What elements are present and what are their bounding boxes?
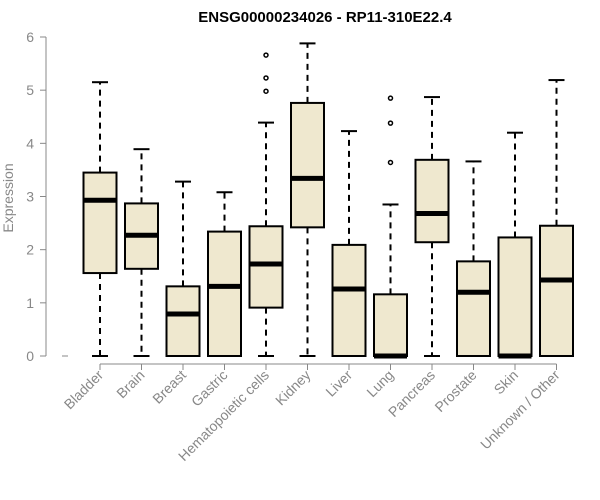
outlier-point	[387, 95, 394, 101]
box-breast	[165, 180, 201, 357]
box-pancreas	[414, 96, 450, 357]
x-tick-label: Skin	[491, 367, 522, 398]
x-tick-label: Bladder	[61, 367, 107, 413]
box-hematopoietic-cells	[248, 52, 284, 357]
y-tick-label: 4	[26, 135, 34, 151]
box-iqr	[539, 224, 574, 357]
x-tick-label: Brain	[113, 367, 147, 401]
y-tick-label: 3	[26, 189, 34, 205]
box-liver	[331, 130, 367, 357]
box-unknown-other	[539, 79, 574, 357]
x-tick-label: Prostate	[431, 367, 479, 415]
y-axis: 0 1 2 3 4 5 6	[26, 29, 47, 364]
y-tick-label: 1	[26, 295, 34, 311]
box-brain	[124, 148, 159, 357]
box-iqr	[82, 171, 118, 275]
box-iqr	[207, 230, 242, 357]
chart-title: ENSG00000234026 - RP11-310E22.4	[198, 9, 452, 26]
box-lung	[373, 95, 408, 359]
outlier-point	[387, 120, 394, 126]
x-tick-label: Liver	[322, 367, 355, 400]
box-iqr	[290, 101, 325, 229]
y-axis-label: Expression	[0, 163, 16, 232]
x-tick-label: Lung	[363, 367, 396, 400]
box-iqr	[331, 243, 367, 357]
y-tick-label: 6	[26, 29, 34, 45]
y-tick-label: 2	[26, 242, 34, 258]
box-iqr	[373, 293, 408, 357]
outlier-point	[263, 75, 269, 81]
box-iqr	[248, 225, 284, 309]
outlier-point	[263, 52, 269, 58]
box-prostate	[456, 160, 491, 358]
boxes-group	[82, 42, 574, 359]
box-iqr	[456, 260, 491, 358]
box-skin	[497, 131, 533, 359]
box-kidney	[290, 42, 325, 357]
box-iqr	[414, 158, 450, 244]
y-tick-label: 0	[26, 348, 34, 364]
box-bladder	[82, 81, 118, 357]
x-tick-label: Unknown / Other	[477, 367, 563, 453]
box-gastric	[207, 191, 242, 357]
outlier-point	[263, 88, 269, 94]
outlier-point	[387, 159, 394, 166]
x-tick-label: Kidney	[272, 367, 314, 409]
y-tick-label: 5	[26, 82, 34, 98]
x-tick-label: Breast	[149, 367, 189, 407]
box-iqr	[165, 285, 201, 357]
box-iqr	[497, 236, 533, 358]
